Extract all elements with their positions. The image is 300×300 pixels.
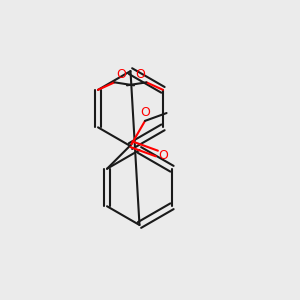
Text: O: O xyxy=(140,106,150,119)
Text: O: O xyxy=(135,68,145,81)
Text: O: O xyxy=(158,148,168,161)
Text: O: O xyxy=(116,68,126,81)
